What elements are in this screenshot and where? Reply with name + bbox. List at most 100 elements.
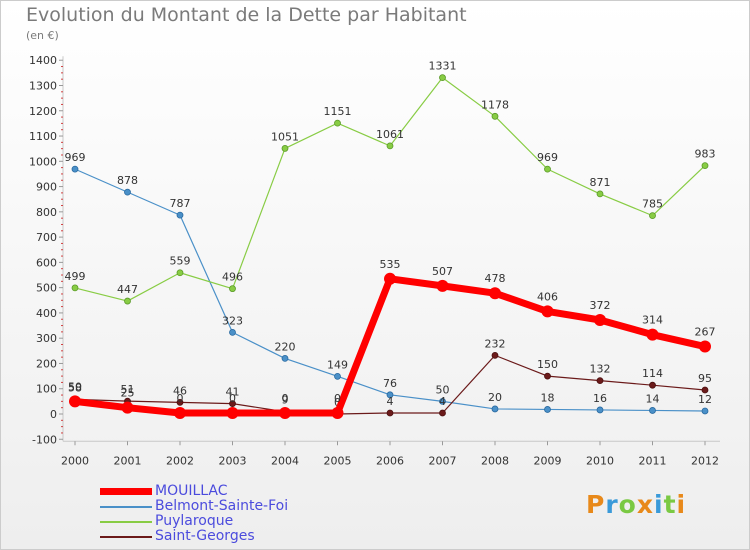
data-label: 1051 (271, 130, 299, 143)
data-label: 46 (173, 384, 187, 397)
data-point (594, 313, 606, 326)
x-tick-label: 2003 (219, 454, 247, 467)
data-point (174, 406, 186, 419)
x-tick-label: 2011 (639, 454, 667, 467)
data-label: 132 (590, 363, 611, 376)
data-label: 1178 (481, 98, 509, 111)
data-point (69, 395, 81, 408)
data-label: 507 (432, 265, 453, 278)
data-label: 95 (698, 372, 712, 385)
data-point (71, 165, 79, 173)
data-label: 785 (642, 198, 663, 211)
data-point (229, 328, 236, 336)
data-point (439, 409, 446, 417)
x-tick-label: 2005 (324, 454, 352, 467)
y-tick-label: 1200 (29, 105, 57, 118)
data-point (701, 162, 709, 169)
data-point (491, 351, 499, 359)
y-tick-label: 1300 (29, 79, 57, 92)
data-label: 0 (334, 392, 341, 405)
y-tick-label: 1400 (29, 54, 57, 67)
data-point (71, 284, 79, 292)
data-point (226, 406, 239, 419)
legend-swatch (100, 521, 152, 523)
data-label: 50 (436, 383, 450, 396)
data-label: 969 (537, 151, 558, 164)
proxiti-logo: Proxiti (586, 490, 687, 519)
data-label: 58 (68, 381, 82, 394)
data-label: 559 (170, 255, 191, 268)
data-label: 1151 (324, 105, 352, 118)
data-label: 878 (117, 174, 138, 187)
y-tick-label: 600 (36, 256, 57, 269)
data-point (596, 377, 604, 385)
data-label: 51 (121, 383, 135, 396)
data-label: 0 (177, 392, 184, 405)
data-label: 496 (222, 271, 243, 284)
data-point (649, 212, 656, 220)
data-label: 1061 (376, 128, 404, 141)
y-tick-label: 800 (36, 206, 57, 219)
y-tick-label: -100 (32, 433, 57, 446)
data-label: 478 (485, 272, 506, 285)
data-point (544, 372, 551, 380)
data-point (121, 401, 134, 414)
data-label: 41 (226, 386, 240, 399)
data-point (176, 398, 184, 406)
chart-subtitle: (en €) (26, 29, 59, 42)
data-label: 983 (695, 148, 716, 161)
data-label: 18 (541, 391, 555, 404)
data-point (649, 381, 656, 389)
data-point (646, 328, 659, 341)
data-label: 149 (327, 358, 348, 371)
data-label: 787 (170, 197, 191, 210)
data-label: 0 (229, 392, 236, 405)
legend-swatch (100, 536, 152, 538)
y-tick-label: 300 (36, 332, 57, 345)
data-label: 16 (593, 392, 607, 405)
data-label: 0 (282, 392, 289, 405)
data-label: 4 (439, 395, 446, 408)
data-label: 12 (698, 393, 712, 406)
data-point (596, 190, 604, 198)
data-point (386, 391, 394, 399)
x-tick-label: 2008 (481, 454, 509, 467)
y-tick-label: 900 (36, 181, 57, 194)
data-point (281, 145, 289, 152)
data-point (701, 407, 709, 415)
data-label: 267 (695, 326, 716, 339)
x-tick-label: 2006 (376, 454, 404, 467)
data-point (596, 406, 604, 414)
data-point (491, 112, 499, 120)
data-label: 232 (485, 337, 506, 350)
data-point (439, 397, 446, 405)
data-label: 0 (334, 396, 341, 409)
data-point (229, 285, 236, 293)
data-point (229, 400, 236, 408)
chart-title: Evolution du Montant de la Dette par Hab… (26, 4, 467, 26)
x-tick-label: 2002 (166, 454, 194, 467)
data-point (334, 119, 341, 127)
data-label: 114 (642, 367, 663, 380)
data-point (491, 405, 499, 413)
data-point (699, 340, 711, 353)
x-tick-label: 2012 (691, 454, 719, 467)
data-point (176, 211, 184, 219)
data-point (281, 355, 289, 362)
data-point (279, 406, 291, 419)
data-point (331, 406, 344, 419)
legend-label: MOUILLAC (155, 483, 228, 499)
data-label: 447 (117, 283, 138, 296)
data-label: 25 (121, 387, 135, 400)
data-point (544, 406, 551, 413)
data-label: 4 (387, 395, 394, 408)
data-point (124, 188, 131, 196)
legend-label: Belmont-Sainte-Foi (155, 498, 289, 514)
data-point (541, 305, 554, 318)
data-point (386, 142, 394, 150)
legend-label: Puylaroque (155, 513, 234, 529)
data-point (176, 269, 184, 277)
legend-label: Saint-Georges (155, 528, 255, 544)
